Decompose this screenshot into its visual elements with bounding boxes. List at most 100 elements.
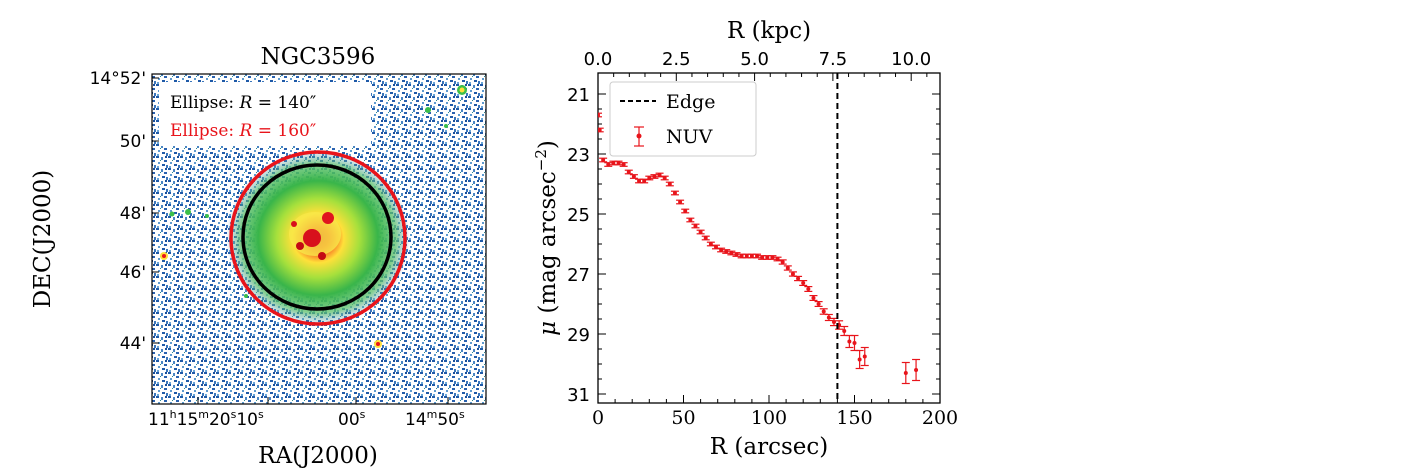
data-point	[840, 325, 849, 337]
data-point	[629, 174, 638, 179]
x-tick-label: 150	[836, 407, 872, 429]
dec-tick-label: 44'	[120, 334, 146, 354]
y-tick-label: 29	[567, 325, 590, 346]
data-marker	[606, 162, 611, 167]
dec-tick-label: 50'	[120, 132, 146, 152]
data-point	[660, 175, 669, 181]
dec-tick-label: 48'	[120, 204, 146, 224]
data-marker	[672, 191, 677, 195]
ellipse-r140	[241, 163, 393, 311]
data-marker	[760, 255, 765, 260]
data-marker	[708, 242, 713, 246]
data-marker	[698, 230, 703, 234]
data-point	[619, 162, 628, 167]
data-marker	[739, 254, 744, 258]
legend-nuv-marker	[636, 133, 642, 139]
data-marker	[724, 249, 729, 254]
data-point	[711, 244, 720, 250]
data-marker	[770, 255, 775, 260]
data-marker	[785, 266, 790, 270]
data-marker	[703, 236, 708, 240]
data-point	[814, 301, 823, 307]
data-marker	[831, 320, 836, 324]
data-point	[727, 250, 736, 256]
top-axis-label: R (kpc)	[727, 18, 811, 44]
data-point	[604, 162, 613, 167]
image-frame	[151, 73, 487, 405]
data-point	[701, 235, 710, 241]
data-point	[753, 253, 762, 259]
data-point	[804, 286, 813, 292]
data-point	[665, 181, 674, 187]
nuv-series	[598, 112, 921, 385]
ellipse-r160	[229, 150, 407, 326]
data-point	[788, 271, 797, 277]
data-marker	[790, 272, 795, 276]
data-marker	[857, 357, 862, 362]
data-marker	[816, 302, 821, 306]
data-marker	[693, 224, 698, 228]
dec-ticks	[152, 77, 159, 344]
x-tick-label: 100	[751, 407, 787, 429]
dec-tick-label: 46'	[120, 263, 146, 283]
data-marker	[852, 341, 857, 345]
data-marker	[713, 245, 718, 249]
chart-legend: Edge NUV	[609, 81, 757, 157]
data-marker	[611, 161, 616, 165]
image-panel: NGC3596 Ellipse: R = 1	[30, 44, 487, 469]
data-point	[768, 255, 777, 260]
data-marker	[688, 218, 693, 222]
data-marker	[719, 248, 724, 252]
data-marker	[616, 161, 621, 165]
data-marker	[662, 176, 667, 180]
data-point	[799, 280, 808, 286]
ra-tick-label: 14m50s	[405, 408, 465, 430]
data-point	[686, 217, 695, 223]
data-marker	[806, 287, 811, 291]
legend-red: Ellipse: R = 160″	[170, 121, 316, 141]
data-marker	[642, 179, 647, 183]
data-marker	[914, 368, 919, 372]
legend-edge-label: Edge	[666, 91, 715, 113]
dec-tick-label: 14°52'	[90, 69, 146, 89]
top-tick-label: 0.0	[584, 49, 613, 70]
top-tick-label: 10.0	[891, 49, 931, 70]
dec-tick-labels: 14°52' 50' 48' 46' 44'	[90, 69, 146, 354]
data-point	[670, 190, 679, 196]
data-point	[681, 208, 690, 214]
y-tick-label: 21	[567, 85, 590, 106]
data-point	[696, 229, 705, 235]
dec-axis-label: DEC(J2000)	[30, 170, 56, 309]
ra-axis-label: RA(J2000)	[258, 443, 378, 469]
data-marker	[780, 260, 785, 264]
data-point	[645, 175, 654, 181]
y-tick-label: 31	[567, 385, 590, 406]
top-tick-label: 5.0	[740, 49, 769, 70]
data-marker	[667, 182, 672, 186]
data-marker	[903, 371, 908, 375]
ellipse-legend: Ellipse: R = 140″ Ellipse: R = 160″	[159, 82, 371, 146]
data-point	[850, 334, 859, 352]
data-marker	[775, 257, 780, 261]
data-marker	[631, 174, 636, 179]
data-point	[598, 127, 604, 133]
data-point	[901, 361, 910, 385]
data-marker	[598, 113, 600, 117]
x-tick-label: 0	[592, 407, 604, 429]
legend-black: Ellipse: R = 140″	[170, 93, 316, 113]
data-point	[860, 346, 869, 367]
data-point	[722, 249, 731, 254]
data-point	[717, 247, 726, 253]
data-marker	[657, 173, 662, 177]
data-marker	[626, 170, 631, 174]
data-marker	[796, 276, 801, 281]
data-marker	[744, 254, 749, 258]
data-point	[598, 112, 602, 118]
data-point	[676, 199, 685, 205]
data-point	[794, 275, 803, 282]
data-point	[691, 223, 700, 229]
data-marker	[621, 162, 626, 167]
data-marker	[801, 281, 806, 285]
data-marker	[811, 296, 816, 300]
